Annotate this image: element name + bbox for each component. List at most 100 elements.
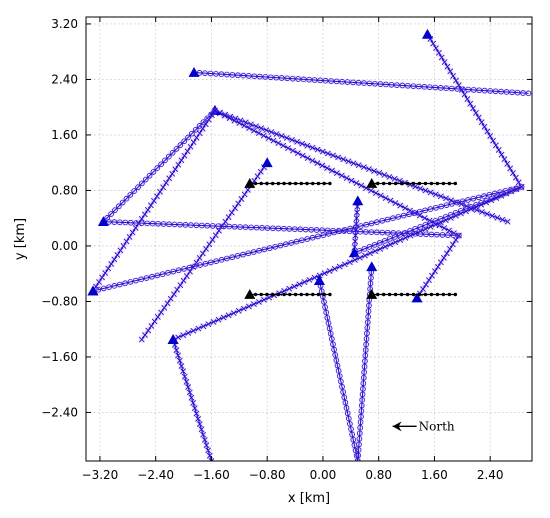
- track-point: [434, 231, 440, 238]
- track-point: [397, 232, 403, 238]
- track-point: [240, 72, 247, 79]
- track-point: [190, 327, 197, 334]
- track-point: [127, 279, 134, 285]
- track-point: [172, 166, 179, 173]
- track-point: [291, 226, 298, 232]
- x-axis-label: x [km]: [288, 491, 330, 506]
- track-point: [244, 186, 251, 193]
- track-point: [449, 201, 455, 207]
- track-point: [366, 302, 372, 309]
- track-point: [358, 413, 364, 420]
- track-point: [338, 378, 344, 385]
- track-point: [411, 210, 418, 216]
- track-point: [166, 175, 173, 182]
- track-point: [504, 218, 511, 225]
- track-14: [354, 261, 378, 461]
- track-point: [284, 75, 291, 82]
- track-point: [394, 82, 400, 88]
- track-point: [391, 175, 398, 182]
- track-point: [365, 308, 372, 314]
- track-point: [289, 75, 296, 82]
- track-point: [304, 236, 311, 242]
- track-point: [294, 138, 300, 145]
- track-point: [452, 237, 459, 243]
- track-point: [347, 421, 353, 427]
- array-point: [270, 181, 275, 186]
- track-point: [433, 204, 439, 211]
- track-point: [191, 263, 198, 270]
- array-point: [305, 181, 309, 186]
- track-point: [155, 220, 161, 227]
- track-point: [367, 250, 373, 257]
- track-point: [123, 238, 130, 245]
- track-point: [322, 304, 328, 310]
- track-point: [452, 212, 459, 219]
- track-line: [172, 339, 212, 461]
- array-point: [288, 292, 292, 297]
- track-point: [186, 264, 193, 271]
- track-6: [97, 216, 462, 239]
- track-point: [235, 200, 242, 207]
- track-point: [304, 155, 311, 162]
- track-point: [256, 299, 262, 305]
- track-point: [330, 341, 336, 348]
- track-point: [352, 232, 359, 239]
- track-point: [190, 400, 197, 406]
- track-point: [495, 147, 502, 153]
- track-point: [368, 229, 375, 235]
- track-point: [213, 71, 219, 77]
- track-point: [200, 431, 207, 438]
- track-point: [340, 156, 347, 163]
- track-point: [353, 215, 360, 222]
- track-point: [111, 219, 118, 225]
- track-point: [151, 318, 158, 325]
- array-point: [316, 181, 321, 186]
- track-point: [228, 209, 235, 216]
- track-point: [234, 253, 241, 259]
- track-point: [512, 174, 519, 181]
- track-point: [357, 419, 364, 425]
- track-point: [372, 248, 379, 255]
- array-0: [244, 178, 332, 188]
- track-point: [504, 160, 511, 167]
- track-point: [422, 207, 428, 214]
- track-point: [341, 394, 348, 401]
- track-point: [361, 80, 367, 86]
- track-point: [241, 191, 248, 198]
- track-point: [254, 173, 261, 180]
- track-point: [150, 169, 157, 175]
- track-point: [376, 240, 383, 246]
- track-point: [384, 216, 391, 223]
- track-point: [173, 146, 180, 152]
- track-point: [220, 223, 227, 230]
- track-point: [518, 184, 525, 190]
- track-point: [430, 40, 437, 47]
- track-point: [250, 301, 257, 308]
- track-point: [470, 105, 477, 112]
- track-point: [265, 135, 272, 142]
- track-point: [216, 227, 222, 234]
- track-point: [138, 336, 145, 343]
- track-point: [481, 87, 488, 94]
- track-point: [311, 274, 318, 281]
- array-point: [435, 292, 440, 297]
- track-point: [164, 300, 171, 307]
- track-point: [272, 244, 278, 250]
- x-tick-label: 0.00: [310, 468, 337, 482]
- track-point: [397, 237, 404, 243]
- track-point: [285, 145, 292, 152]
- track-point: [212, 107, 218, 114]
- north-label: North: [419, 419, 455, 433]
- track-point: [247, 121, 254, 128]
- track-point: [387, 197, 394, 204]
- track-point: [225, 214, 232, 221]
- track-point: [240, 305, 247, 312]
- track-point: [177, 221, 183, 228]
- track-point: [200, 119, 207, 125]
- track-point: [100, 285, 107, 292]
- track-point: [201, 436, 208, 443]
- track-point: [441, 59, 448, 66]
- track-point: [220, 314, 227, 321]
- array-point: [253, 292, 258, 297]
- track-point: [333, 357, 340, 364]
